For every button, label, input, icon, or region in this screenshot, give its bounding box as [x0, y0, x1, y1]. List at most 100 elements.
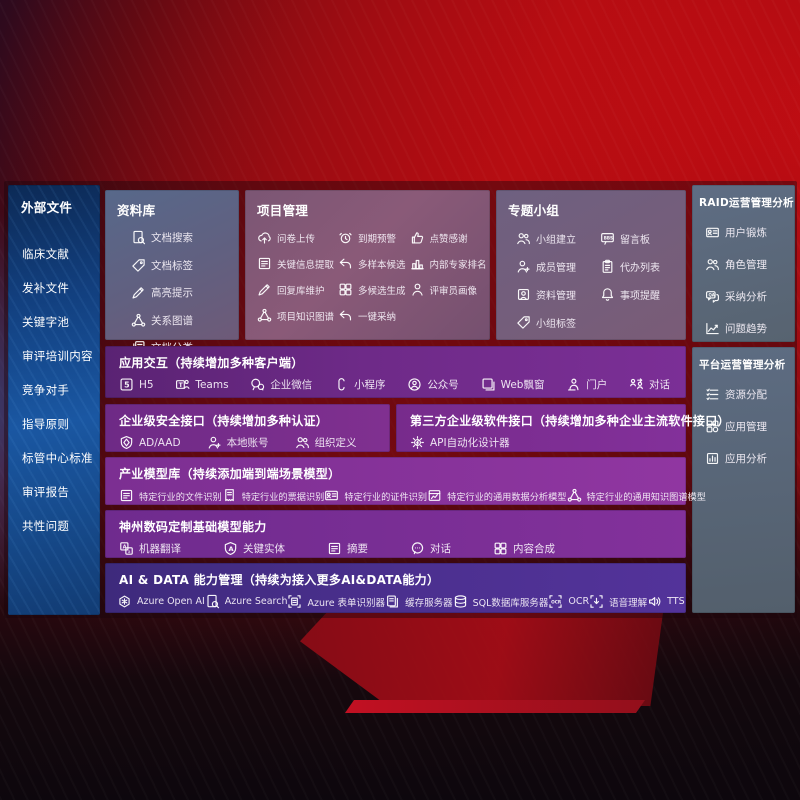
feature-item-tag[interactable]: 文档标签 [131, 258, 233, 273]
feature-item-chat-dots[interactable]: 对话 [410, 541, 451, 556]
feature-item-teams[interactable]: T Teams [175, 377, 229, 392]
feature-item-ocr[interactable]: OCR OCR [548, 594, 589, 609]
feature-item-label: 成员管理 [536, 263, 576, 274]
platform-analysis-title: 平台运营管理分析 [699, 359, 786, 371]
feature-item-form-recognizer[interactable]: Azure 表单识别器 [287, 594, 385, 609]
feature-item-file-recog[interactable]: 特定行业的文件识别 [119, 488, 222, 503]
sidebar-item[interactable]: 竞争对手 [22, 383, 70, 397]
sidebar-item[interactable]: 临床文献 [22, 247, 70, 261]
feature-item-label: 文档搜索 [151, 232, 193, 244]
feature-item-label: Teams [195, 378, 229, 391]
network-icon [131, 313, 146, 328]
feature-item-label: 多候选生成 [358, 285, 406, 297]
feature-item-chart-doc[interactable]: 应用分析 [705, 451, 793, 466]
feature-item-grid[interactable]: 多候选生成 [338, 282, 406, 297]
feature-item-app-grid[interactable]: 应用管理 [705, 419, 793, 434]
album-icon [516, 287, 531, 302]
feature-item-adopt[interactable]: 一键采纳 [338, 308, 406, 323]
feature-item-official-account[interactable]: 公众号 [407, 377, 459, 392]
feature-item-portal[interactable]: 门户 [566, 377, 607, 392]
sidebar-item[interactable]: 发补文件 [22, 281, 70, 295]
feature-item-label: 到期预警 [358, 233, 397, 245]
feature-item-alarm[interactable]: 到期预警 [338, 230, 406, 245]
feature-item-pen[interactable]: 回复库维护 [257, 282, 334, 297]
repository-title: 资料库 [117, 203, 156, 218]
feature-item-id-recog[interactable]: 特定行业的证件识别 [324, 488, 427, 503]
feature-item-label: 特定行业的证件识别 [344, 491, 428, 503]
sidebar-item[interactable]: 共性问题 [22, 519, 70, 533]
feature-item-shield[interactable]: AD/AAD [119, 435, 181, 450]
sidebar-item[interactable]: 指导原则 [22, 417, 70, 431]
feature-item-people[interactable]: 角色管理 [705, 257, 793, 272]
feature-item-knowledge-model[interactable]: 项目知识图谱 [257, 308, 334, 323]
feature-item-doc-extract[interactable]: 关键信息提取 [257, 256, 334, 271]
feature-item-label: 关键实体 [243, 543, 285, 555]
feature-item-id-card[interactable]: 用户锻炼 [705, 225, 793, 240]
feature-item-tts[interactable]: TTS [647, 594, 685, 609]
feature-item-list[interactable]: 资源分配 [705, 387, 793, 402]
feature-item-person-add[interactable]: 成员管理 [516, 259, 594, 274]
feature-item-label: 文档标签 [151, 259, 193, 272]
feature-item-network[interactable]: 关系图谱 [131, 313, 233, 328]
feature-item-label: 问题趋势 [725, 323, 767, 335]
feature-item-pen[interactable]: 高亮提示 [131, 285, 233, 300]
feature-item-org-custom[interactable]: 组织定义 [295, 435, 357, 450]
feature-item-chat-qa[interactable]: QA 采纳分析 [705, 289, 793, 304]
feature-item-reply-arrow[interactable]: 多样本候选 [338, 256, 406, 271]
feature-item-label: 组织定义 [314, 437, 357, 449]
feature-item-web-window[interactable]: Web飘窗 [481, 377, 544, 392]
project-management-title: 项目管理 [257, 203, 309, 218]
feature-item-api[interactable]: API自动化设计器 [410, 435, 510, 450]
feature-item-knowledge-model[interactable]: 特定行业的通用知识图谱模型 [567, 488, 706, 503]
feature-item-sql-db[interactable]: SQL数据库服务器 [453, 594, 548, 609]
id-card-icon [705, 225, 720, 240]
bell-icon [600, 287, 615, 302]
topic-group-title: 专题小组 [508, 203, 560, 218]
feature-item-trend[interactable]: 问题趋势 [705, 321, 793, 336]
feature-item-data-model[interactable]: 特定行业的通用数据分析模型 [427, 488, 567, 503]
background-red-strip [345, 700, 645, 713]
feature-item-person[interactable]: 评审员画像 [410, 282, 487, 297]
feature-item-dialog[interactable]: 对话 [629, 377, 670, 392]
feature-item-people[interactable]: 小组建立 [516, 231, 594, 246]
feature-item-miniprogram[interactable]: 小程序 [334, 377, 386, 392]
feature-item-bell[interactable]: 事项提醒 [600, 287, 678, 302]
chat-dots-icon [410, 541, 425, 556]
feature-item-tag[interactable]: 小组标签 [516, 315, 594, 330]
feature-item-clipboard[interactable]: 代办列表 [600, 259, 678, 274]
feature-item-h5[interactable]: 5 H5 [119, 377, 154, 392]
feature-item-invoice[interactable]: 特定行业的票据识别 [222, 488, 324, 503]
feature-item-thumbs-up[interactable]: 点赞感谢 [410, 230, 487, 245]
feature-item-summary[interactable]: 摘要 [327, 541, 368, 556]
feature-item-label: 内部专家排名 [429, 259, 487, 271]
feature-item-ranking[interactable]: 内部专家排名 [410, 256, 487, 271]
feature-item-speech[interactable]: 语音理解 [589, 594, 647, 609]
feature-item-azure-search[interactable]: Azure Search [205, 594, 287, 609]
entity-icon: A [223, 541, 238, 556]
feature-item-cloud-upload[interactable]: 问卷上传 [257, 230, 334, 245]
sidebar-item[interactable]: 审评培训内容 [22, 349, 93, 363]
feature-item-label: 回复库维护 [277, 285, 325, 297]
security-interface-band: 企业级安全接口（持续增加多种认证） AD/AAD 本地账号 组织定义 [105, 404, 390, 452]
sidebar-item[interactable]: 审评报告 [22, 485, 70, 499]
feature-item-local-account[interactable]: 本地账号 [207, 435, 269, 450]
feature-item-compose[interactable]: 内容合成 [493, 541, 555, 556]
feature-item-label: 特定行业的通用数据分析模型 [447, 491, 567, 503]
feature-item-label: 高亮提示 [151, 287, 193, 299]
people-icon [705, 257, 720, 272]
sidebar-item[interactable]: 关键字池 [22, 315, 70, 329]
feature-item-bbs[interactable]: BBS 留言板 [600, 231, 678, 246]
feature-item-wechat[interactable]: 企业微信 [250, 377, 312, 392]
feature-item-label: TTS [667, 596, 685, 607]
feature-item-openai[interactable]: Azure Open AI [117, 594, 205, 609]
feature-item-entity[interactable]: A 关键实体 [223, 541, 285, 556]
feature-item-cache-server[interactable]: 缓存服务器 [385, 594, 453, 609]
compose-icon [493, 541, 508, 556]
feature-item-doc-search[interactable]: 文档搜索 [131, 230, 233, 245]
feature-item-album[interactable]: 资料管理 [516, 287, 594, 302]
official-account-icon [407, 377, 422, 392]
external-files-list: 临床文献发补文件关键字池审评培训内容 竞争对手指导原则标管中心标准 审评报告共性问题 [8, 216, 100, 534]
svg-text:T: T [179, 382, 184, 389]
sidebar-item[interactable]: 标管中心标准 [22, 451, 93, 465]
